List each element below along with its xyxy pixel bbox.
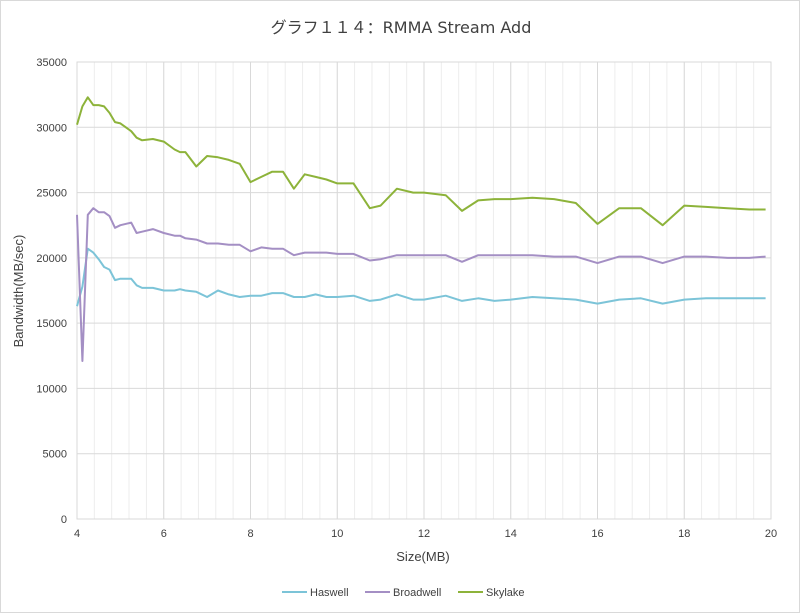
y-tick-label: 15000 (36, 318, 67, 330)
x-axis-label: Size(MB) (396, 549, 449, 564)
legend: Haswell Broadwell Skylake (282, 587, 525, 599)
series-lines (76, 96, 766, 362)
plot-area-border (76, 61, 772, 520)
series-line-broadwell (76, 207, 766, 362)
x-tick-label: 20 (765, 528, 777, 540)
series-line-haswell (76, 247, 766, 307)
y-tick-label: 5000 (43, 449, 67, 461)
x-tick-label: 6 (161, 528, 167, 540)
x-tick-label: 8 (247, 528, 253, 540)
chart-title: グラフ１１４：RMMA Stream Add (271, 18, 532, 37)
x-tick-label: 10 (331, 528, 343, 540)
x-tick-label: 18 (678, 528, 690, 540)
y-tick-labels: 0 5000 10000 15000 20000 25000 30000 35000 (36, 57, 67, 526)
x-tick-labels: 4 6 8 10 12 14 16 18 20 (74, 528, 777, 540)
legend-label-haswell: Haswell (310, 587, 349, 599)
legend-label-broadwell: Broadwell (393, 587, 441, 599)
x-tick-label: 14 (505, 528, 517, 540)
y-tick-label: 0 (61, 514, 67, 526)
x-tick-label: 12 (418, 528, 430, 540)
legend-label-skylake: Skylake (486, 587, 525, 599)
y-tick-label: 35000 (36, 57, 67, 69)
y-axis-label: Bandwidth(MB/sec) (11, 235, 26, 348)
y-tick-label: 25000 (36, 188, 67, 200)
x-tick-label: 16 (591, 528, 603, 540)
series-line-skylake (76, 96, 766, 227)
y-tick-label: 30000 (36, 122, 67, 134)
x-tick-label: 4 (74, 528, 80, 540)
y-tick-label: 10000 (36, 383, 67, 395)
y-tick-label: 20000 (36, 253, 67, 265)
